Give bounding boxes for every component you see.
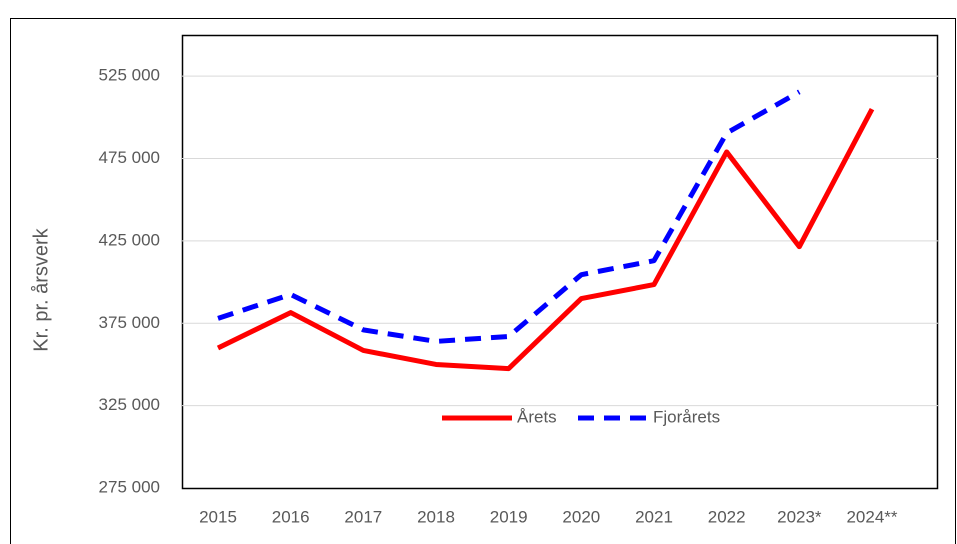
y-tick-label: 475 000 xyxy=(99,148,160,167)
y-tick-label: 525 000 xyxy=(99,66,160,85)
y-axis-label: Kr. pr. årsverk xyxy=(30,227,52,351)
x-tick-label: 2024** xyxy=(846,507,897,526)
y-tick-label: 375 000 xyxy=(99,313,160,332)
y-tick-label: 325 000 xyxy=(99,395,160,414)
x-tick-label: 2015 xyxy=(199,507,237,526)
data-line xyxy=(217,89,801,344)
outer-frame xyxy=(10,18,956,544)
y-tick-label: 275 000 xyxy=(99,477,160,496)
x-tick-label: 2023* xyxy=(777,507,822,526)
legend-label: Årets xyxy=(517,407,557,426)
y-tick-label: 425 000 xyxy=(99,230,160,249)
x-tick-label: 2017 xyxy=(344,507,382,526)
x-tick-label: 2019 xyxy=(490,507,528,526)
x-tick-label: 2022 xyxy=(708,507,746,526)
x-tick-label: 2016 xyxy=(272,507,310,526)
plot-frame xyxy=(181,34,939,490)
x-tick-label: 2021 xyxy=(635,507,673,526)
x-tick-label: 2020 xyxy=(562,507,600,526)
legend-label: Fjorårets xyxy=(653,407,720,426)
data-line xyxy=(216,107,875,372)
x-tick-label: 2018 xyxy=(417,507,455,526)
